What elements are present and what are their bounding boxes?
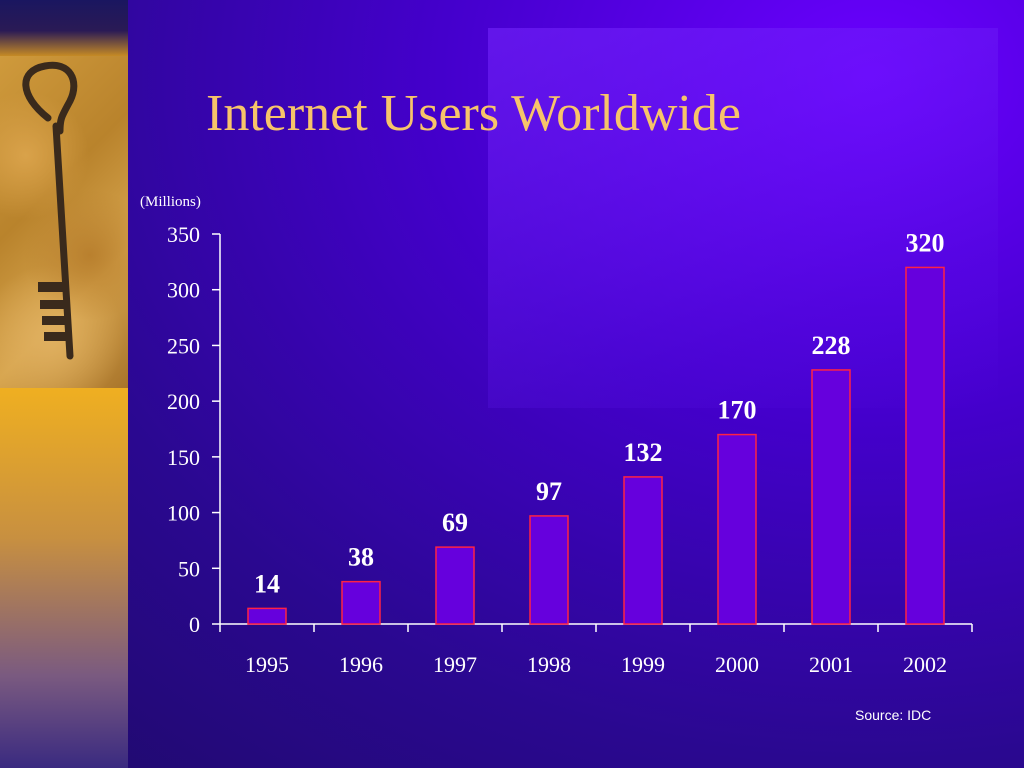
x-tick-label-1997: 1997 xyxy=(433,652,477,677)
x-tick-label-1998: 1998 xyxy=(527,652,571,677)
key-icon xyxy=(0,56,128,388)
source-note: Source: IDC xyxy=(855,707,932,723)
bar-1998 xyxy=(529,515,569,625)
y-tick-label: 300 xyxy=(167,278,200,303)
key-shaft xyxy=(52,122,74,360)
bar-1996 xyxy=(341,580,381,625)
data-label-1998: 97 xyxy=(536,477,562,506)
data-label-1995: 14 xyxy=(254,569,280,598)
key-bow xyxy=(22,61,78,135)
bar-2000 xyxy=(717,433,757,625)
y-tick-label: 0 xyxy=(189,612,200,637)
x-tick-label-1999: 1999 xyxy=(621,652,665,677)
y-tick-label: 200 xyxy=(167,389,200,414)
slide-title: Internet Users Worldwide xyxy=(206,85,741,142)
y-tick-label: 100 xyxy=(167,501,200,526)
y-tick-label: 50 xyxy=(178,556,200,581)
bar-1995 xyxy=(247,607,287,625)
x-tick-label-2000: 2000 xyxy=(715,652,759,677)
data-label-2002: 320 xyxy=(906,228,945,257)
data-label-1997: 69 xyxy=(442,508,468,537)
y-tick-label: 150 xyxy=(167,445,200,470)
data-label-1999: 132 xyxy=(624,438,663,467)
y-tick-label: 350 xyxy=(167,222,200,247)
y-unit-label: (Millions) xyxy=(140,194,201,210)
key-illustration xyxy=(22,61,78,360)
key-bit xyxy=(38,282,66,341)
x-tick-label-2002: 2002 xyxy=(903,652,947,677)
y-tick-label: 250 xyxy=(167,333,200,358)
bar-2001 xyxy=(811,369,851,625)
x-tick-label-1996: 1996 xyxy=(339,652,383,677)
x-tick-label-1995: 1995 xyxy=(245,652,289,677)
data-label-1996: 38 xyxy=(348,543,374,572)
x-tick-label-2001: 2001 xyxy=(809,652,853,677)
bar-2002 xyxy=(905,266,945,625)
bar-1999 xyxy=(623,476,663,625)
data-label-2001: 228 xyxy=(812,331,851,360)
bar-1997 xyxy=(435,546,475,625)
data-label-2000: 170 xyxy=(718,396,757,425)
